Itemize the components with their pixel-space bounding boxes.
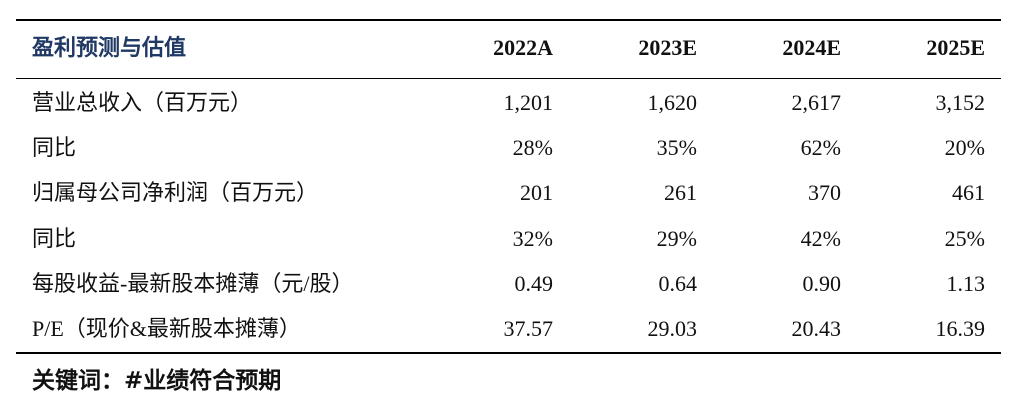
- row-label: 同比: [32, 135, 77, 161]
- cell-value: 461: [952, 180, 985, 206]
- cell-value: 201: [520, 180, 553, 206]
- cell-value: 3,152: [935, 90, 986, 115]
- row-label: 归属母公司净利润（百万元）: [32, 180, 319, 206]
- row-label: 每股收益-最新股本摊薄（元/股）: [32, 270, 354, 296]
- cell-value: 62%: [800, 135, 841, 161]
- cell-value: 1,201: [503, 90, 554, 115]
- row-label: 同比: [32, 225, 77, 251]
- cell-value: 32%: [512, 225, 553, 251]
- row-label: P/E（现价&最新股本摊薄）: [32, 316, 301, 341]
- cell-value: 42%: [800, 225, 841, 251]
- cell-value: 29%: [656, 225, 697, 251]
- top-rule: [16, 19, 1001, 21]
- keywords: 关键词：#业绩符合预期: [32, 368, 282, 394]
- cell-value: 35%: [656, 135, 697, 161]
- cell-value: 0.49: [514, 270, 554, 296]
- cell-value: 28%: [512, 135, 553, 161]
- cell-value: 261: [664, 180, 697, 206]
- cell-value: 37.57: [503, 316, 554, 341]
- cell-value: 1.13: [946, 270, 986, 296]
- column-header: 2023E: [638, 35, 697, 60]
- header-rule: [16, 78, 1001, 79]
- cell-value: 0.64: [658, 270, 698, 296]
- table-title: 盈利预测与估值: [32, 35, 187, 60]
- cell-value: 16.39: [935, 316, 986, 341]
- cell-value: 20%: [944, 135, 985, 161]
- bottom-rule: [16, 352, 1001, 354]
- row-label: 营业总收入（百万元）: [32, 90, 253, 115]
- cell-value: 20.43: [791, 316, 842, 341]
- cell-value: 1,620: [647, 90, 698, 115]
- cell-value: 29.03: [647, 316, 698, 341]
- cell-value: 0.90: [802, 270, 842, 296]
- column-header: 2022A: [493, 35, 553, 60]
- cell-value: 25%: [944, 225, 985, 251]
- cell-value: 2,617: [791, 90, 842, 115]
- column-header: 2025E: [926, 35, 985, 60]
- cell-value: 370: [808, 180, 841, 206]
- column-header: 2024E: [782, 35, 841, 60]
